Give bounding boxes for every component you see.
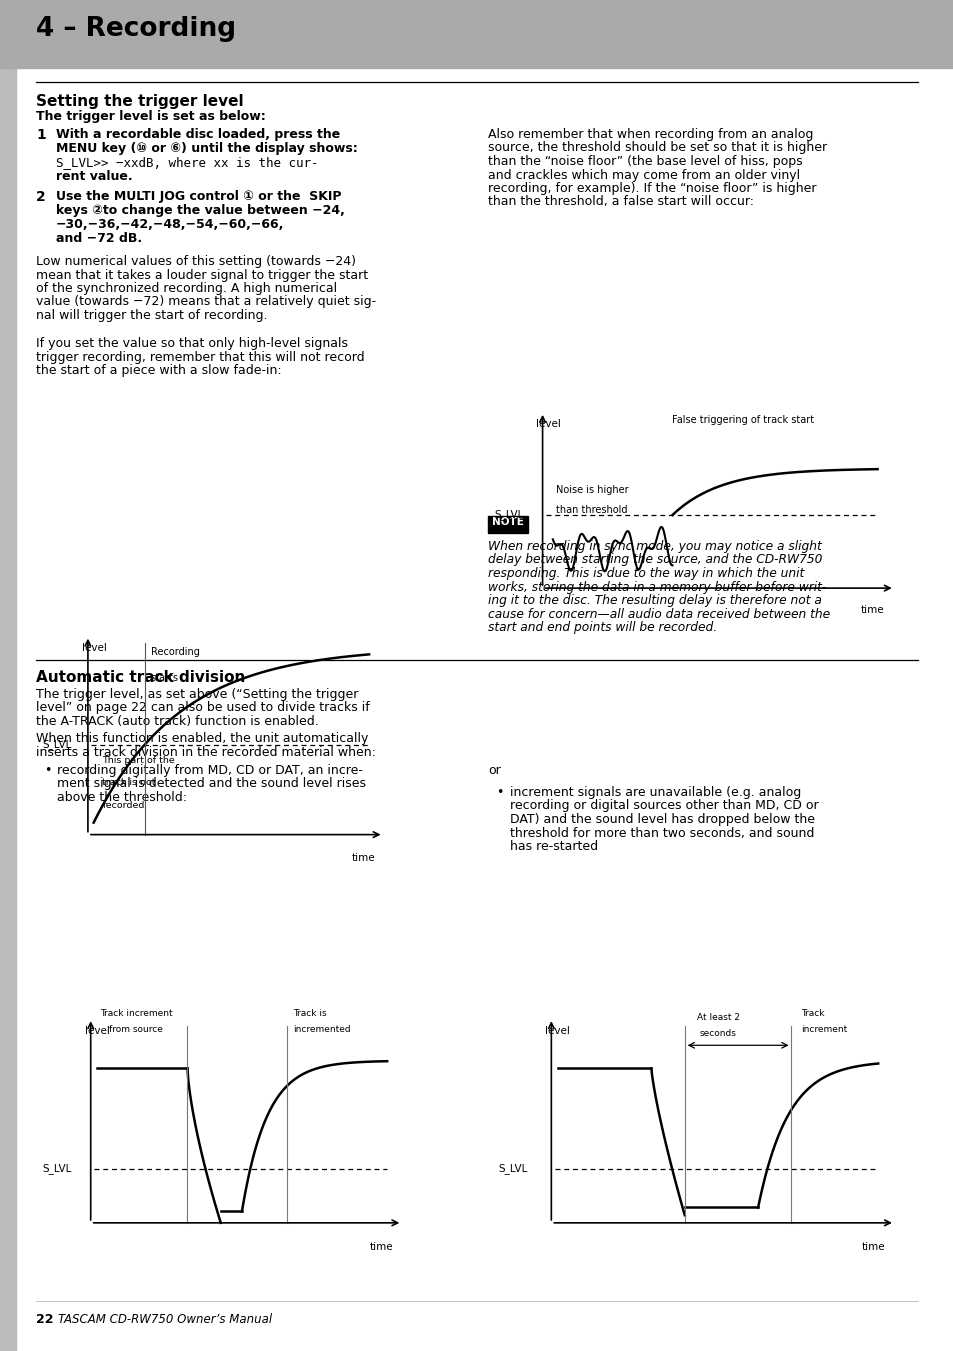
Text: threshold for more than two seconds, and sound: threshold for more than two seconds, and… (510, 827, 814, 839)
Text: Recording: Recording (151, 647, 199, 657)
Text: time: time (351, 854, 375, 863)
Text: S_LVL: S_LVL (495, 509, 523, 520)
Text: When recording in sync mode, you may notice a slight: When recording in sync mode, you may not… (488, 540, 821, 553)
Text: When this function is enabled, the unit automatically: When this function is enabled, the unit … (36, 732, 368, 744)
Text: This part of the: This part of the (102, 755, 174, 765)
Bar (0, 0, 953, 68)
Text: incremented: incremented (294, 1024, 351, 1034)
Text: than threshold: than threshold (556, 505, 627, 515)
Text: recording or digital sources other than MD, CD or: recording or digital sources other than … (510, 800, 818, 812)
Text: time: time (861, 1242, 884, 1252)
Text: increment: increment (801, 1024, 847, 1034)
Text: Use the MULTI JOG control ① or the  SKIP: Use the MULTI JOG control ① or the SKIP (56, 190, 341, 203)
Text: and −72 dB.: and −72 dB. (56, 232, 142, 245)
Text: from source: from source (109, 1024, 163, 1034)
Text: False triggering of track start: False triggering of track start (672, 415, 814, 426)
Text: 22: 22 (36, 1313, 53, 1325)
Text: of the synchronized recording. A high numerical: of the synchronized recording. A high nu… (36, 282, 336, 295)
Text: S_LVL: S_LVL (42, 1163, 71, 1174)
Text: the start of a piece with a slow fade-in:: the start of a piece with a slow fade-in… (36, 363, 281, 377)
Text: than the “noise floor” (the base level of hiss, pops: than the “noise floor” (the base level o… (488, 155, 801, 168)
Text: than the threshold, a false start will occur:: than the threshold, a false start will o… (488, 196, 753, 208)
Text: trigger recording, remember that this will not record: trigger recording, remember that this wi… (36, 350, 364, 363)
Text: level: level (82, 643, 107, 654)
Text: increment signals are unavailable (e.g. analog: increment signals are unavailable (e.g. … (510, 786, 801, 798)
Text: delay between starting the source, and the CD-RW750: delay between starting the source, and t… (488, 554, 821, 566)
Text: 4 – Recording: 4 – Recording (36, 16, 236, 42)
Text: S_LVL>> −xxdB, where xx is the cur-: S_LVL>> −xxdB, where xx is the cur- (56, 155, 318, 169)
Text: •: • (496, 786, 503, 798)
Text: or: or (488, 765, 500, 777)
Text: The trigger level is set as below:: The trigger level is set as below: (36, 109, 266, 123)
Text: ing it to the disc. The resulting delay is therefore not a: ing it to the disc. The resulting delay … (488, 594, 821, 607)
Text: Automatic track division: Automatic track division (36, 670, 245, 685)
Text: NOTE: NOTE (492, 517, 523, 527)
Text: −30,−36,−42,−48,−54,−60,−66,: −30,−36,−42,−48,−54,−60,−66, (56, 218, 284, 231)
Bar (488, 516, 527, 534)
Text: inserts a track division in the recorded material when:: inserts a track division in the recorded… (36, 746, 375, 758)
Text: time: time (860, 605, 883, 615)
Text: S_LVL: S_LVL (497, 1163, 527, 1174)
Text: 2: 2 (36, 190, 46, 204)
Text: track is not: track is not (102, 778, 155, 788)
Text: Track increment: Track increment (100, 1009, 172, 1019)
Text: Track: Track (801, 1009, 824, 1019)
Text: recorded: recorded (102, 801, 145, 809)
Text: keys ②to change the value between −24,: keys ②to change the value between −24, (56, 204, 345, 218)
Text: If you set the value so that only high-level signals: If you set the value so that only high-l… (36, 336, 348, 350)
Text: works, storing the data in a memory buffer before writ-: works, storing the data in a memory buff… (488, 581, 825, 593)
Text: value (towards −72) means that a relatively quiet sig-: value (towards −72) means that a relativ… (36, 296, 375, 308)
Text: TASCAM CD-RW750 Owner’s Manual: TASCAM CD-RW750 Owner’s Manual (58, 1313, 272, 1325)
Text: Track is: Track is (294, 1009, 327, 1019)
Text: •: • (44, 765, 51, 777)
Text: recording, for example). If the “noise floor” is higher: recording, for example). If the “noise f… (488, 182, 816, 195)
Text: S_LVL: S_LVL (42, 739, 71, 750)
Text: mean that it takes a louder signal to trigger the start: mean that it takes a louder signal to tr… (36, 269, 368, 281)
Text: source, the threshold should be set so that it is higher: source, the threshold should be set so t… (488, 142, 826, 154)
Text: the A-TRACK (auto track) function is enabled.: the A-TRACK (auto track) function is ena… (36, 715, 318, 728)
Text: recording digitally from MD, CD or DAT, an incre-: recording digitally from MD, CD or DAT, … (57, 765, 362, 777)
Text: 1: 1 (36, 128, 46, 142)
Text: level: level (536, 419, 560, 428)
Text: seconds: seconds (699, 1028, 736, 1038)
Text: DAT) and the sound level has dropped below the: DAT) and the sound level has dropped bel… (510, 813, 814, 825)
Text: nal will trigger the start of recording.: nal will trigger the start of recording. (36, 309, 267, 322)
Text: level: level (85, 1025, 110, 1036)
Text: starts: starts (151, 673, 178, 684)
Text: above the threshold:: above the threshold: (57, 790, 187, 804)
Text: level” on page 22 can also be used to divide tracks if: level” on page 22 can also be used to di… (36, 701, 370, 715)
Text: and crackles which may come from an older vinyl: and crackles which may come from an olde… (488, 169, 800, 181)
Text: MENU key (⑩ or ⑥) until the display shows:: MENU key (⑩ or ⑥) until the display show… (56, 142, 357, 155)
Bar (0, 68, 16, 1351)
Text: time: time (369, 1242, 393, 1252)
Text: At least 2: At least 2 (696, 1013, 739, 1023)
Text: start and end points will be recorded.: start and end points will be recorded. (488, 621, 717, 634)
Text: ment signal is detected and the sound level rises: ment signal is detected and the sound le… (57, 777, 366, 790)
Text: has re-started: has re-started (510, 840, 598, 852)
Text: responding. This is due to the way in which the unit: responding. This is due to the way in wh… (488, 567, 803, 580)
Text: cause for concern—all audio data received between the: cause for concern—all audio data receive… (488, 608, 829, 620)
Text: level: level (544, 1025, 569, 1036)
Text: Also remember that when recording from an analog: Also remember that when recording from a… (488, 128, 813, 141)
Text: rent value.: rent value. (56, 170, 132, 182)
Text: Low numerical values of this setting (towards −24): Low numerical values of this setting (to… (36, 255, 355, 267)
Text: Setting the trigger level: Setting the trigger level (36, 95, 243, 109)
Text: The trigger level, as set above (“Setting the trigger: The trigger level, as set above (“Settin… (36, 688, 358, 701)
Text: With a recordable disc loaded, press the: With a recordable disc loaded, press the (56, 128, 340, 141)
Text: Noise is higher: Noise is higher (556, 485, 628, 494)
